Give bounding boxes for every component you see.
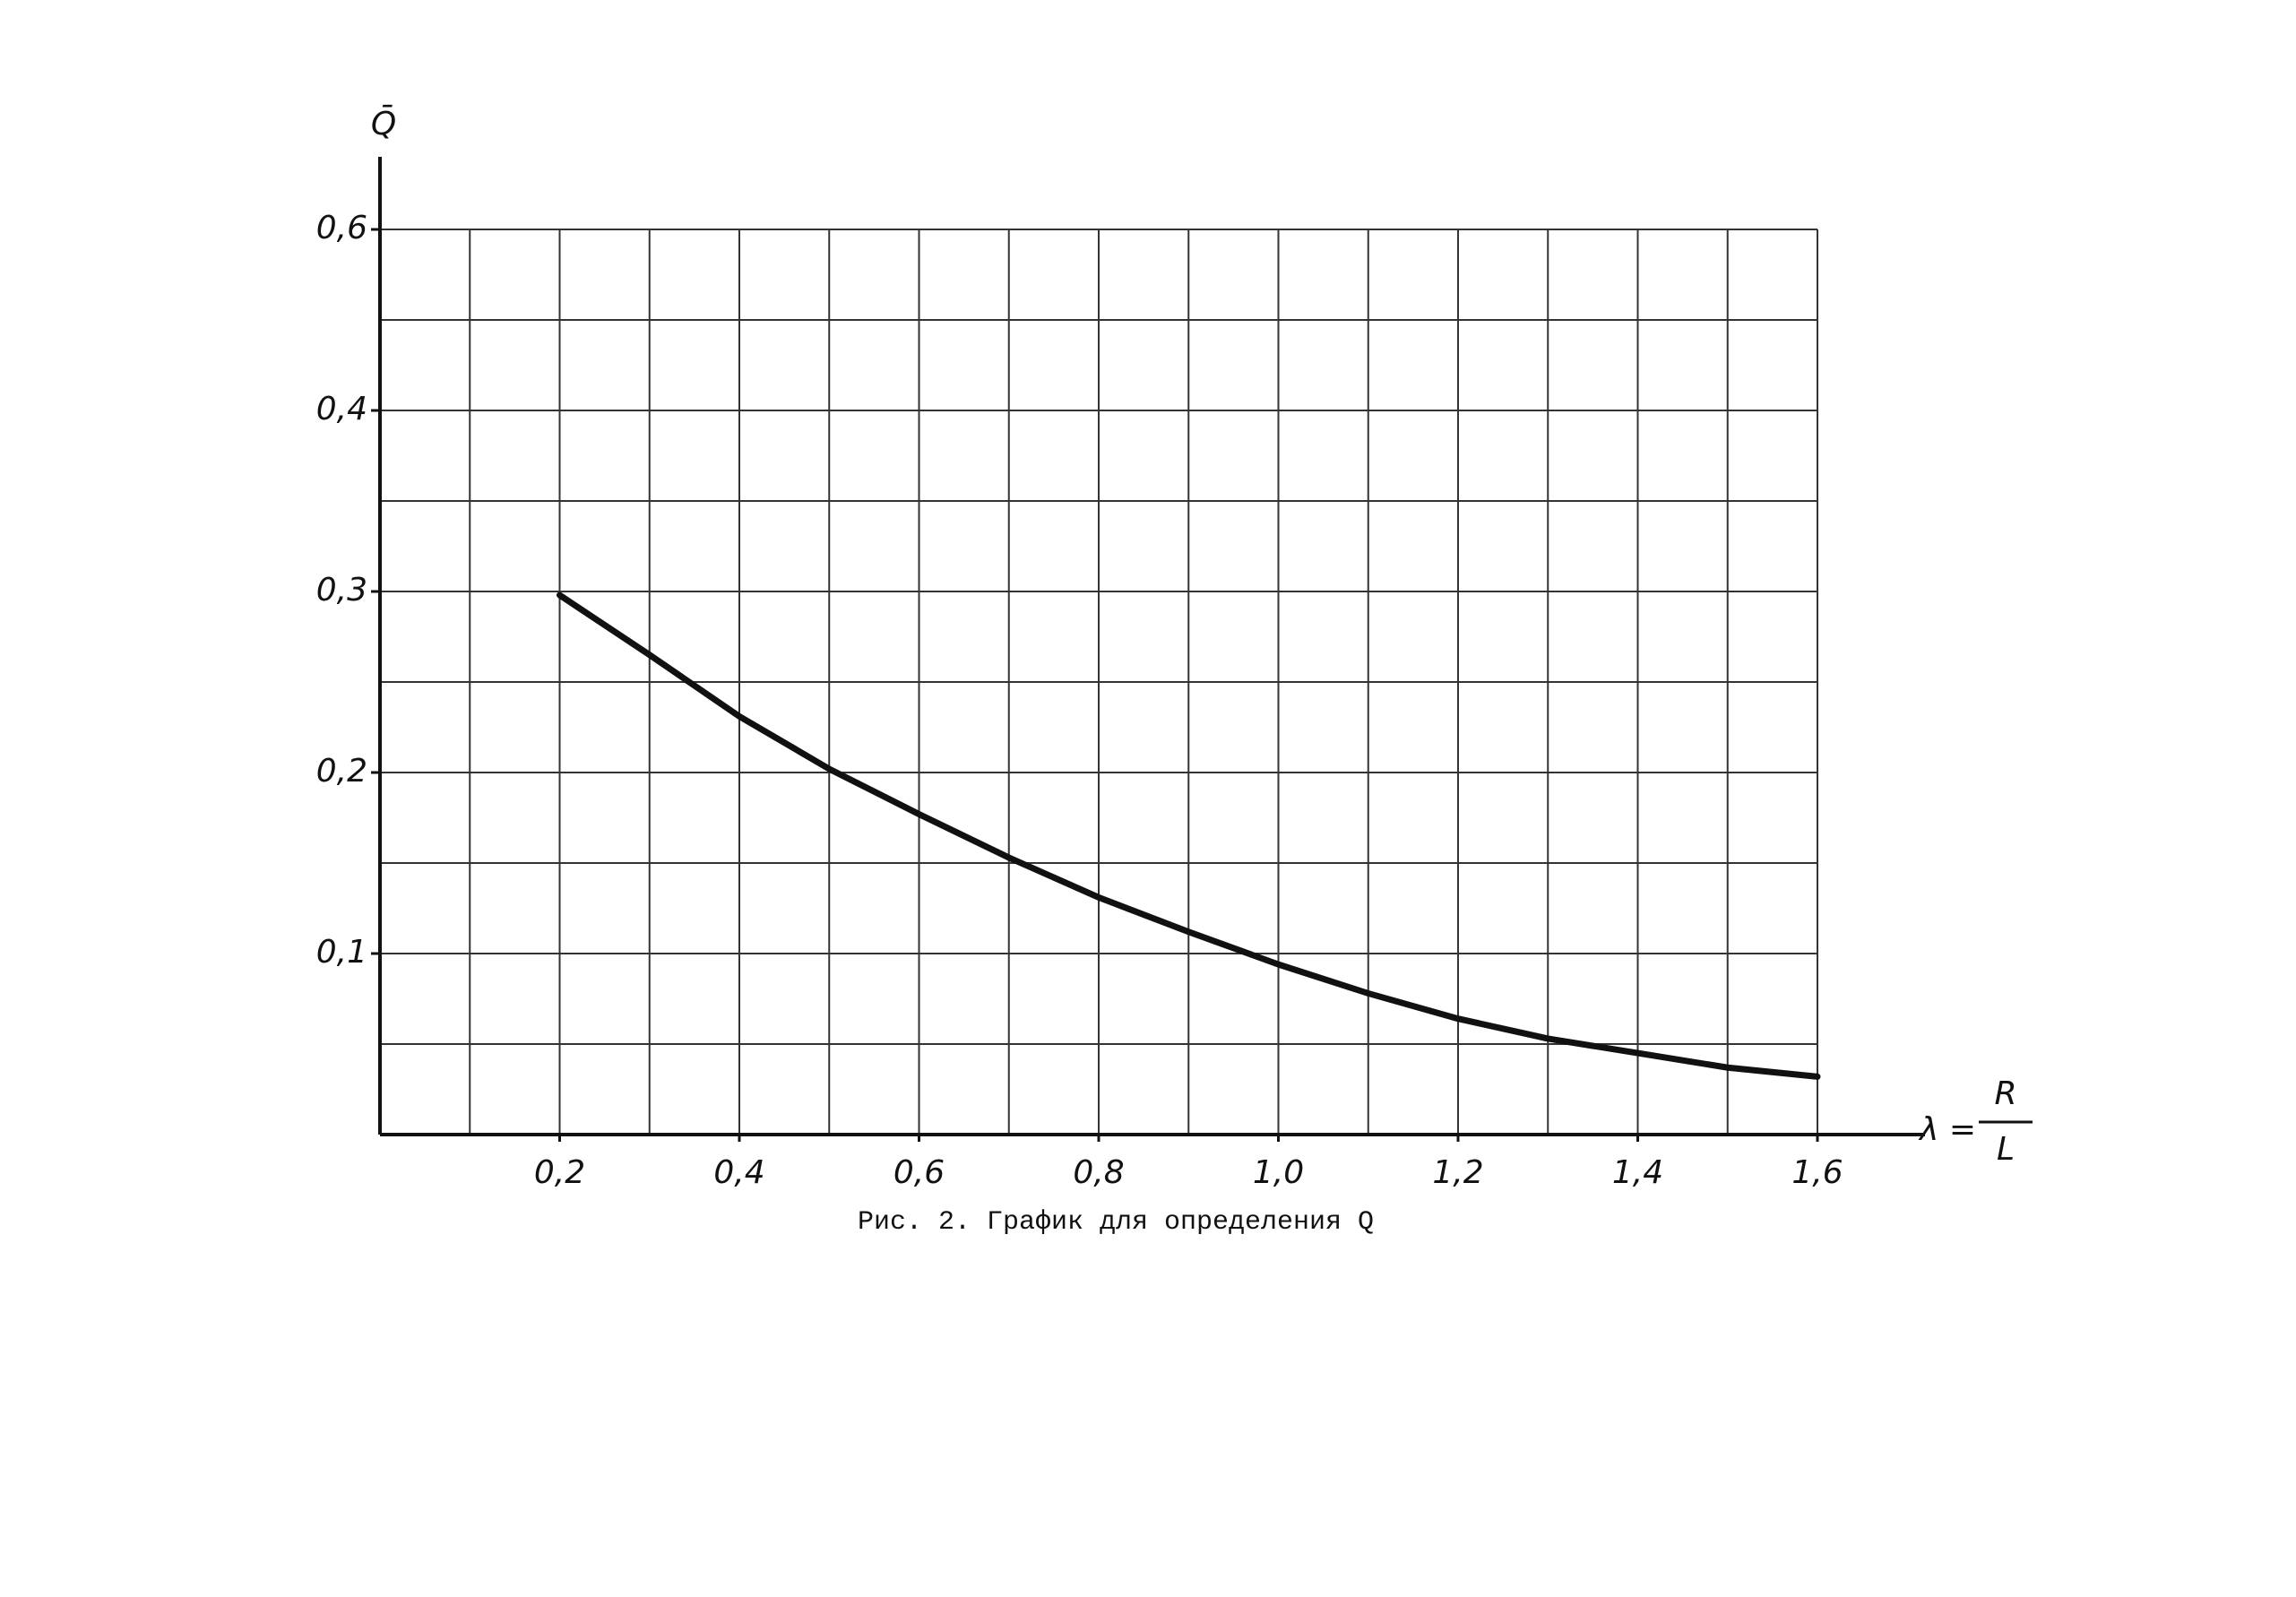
x-axis-label-den: L — [1997, 1131, 2015, 1168]
line-series — [557, 591, 1821, 1080]
caption: Рис. 2. График для определения Q — [858, 1207, 1374, 1238]
x-tick-label: 1,6 — [1791, 1154, 1843, 1191]
x-tick-label: 0,8 — [1073, 1154, 1124, 1191]
x-axis-label-num: R — [1994, 1075, 2016, 1112]
x-tick-label: 0,2 — [534, 1154, 585, 1191]
x-tick-label: 1,2 — [1432, 1154, 1483, 1191]
y-tick-label: 0,1 — [316, 934, 367, 971]
x-tick-label: 1,0 — [1253, 1154, 1304, 1191]
y-axis-label: Q̄ — [371, 104, 396, 142]
x-tick-label: 0,4 — [713, 1154, 764, 1191]
y-tick-label: 0,3 — [316, 572, 367, 609]
x-axis-label-lhs: λ = — [1918, 1111, 1976, 1148]
x-tick-label: 1,4 — [1612, 1154, 1663, 1191]
x-tick-label: 0,6 — [893, 1154, 945, 1191]
y-tick-label: 0,2 — [316, 753, 367, 790]
y-tick-label: 0,4 — [316, 391, 367, 427]
y-tick-label: 0,6 — [316, 210, 367, 246]
